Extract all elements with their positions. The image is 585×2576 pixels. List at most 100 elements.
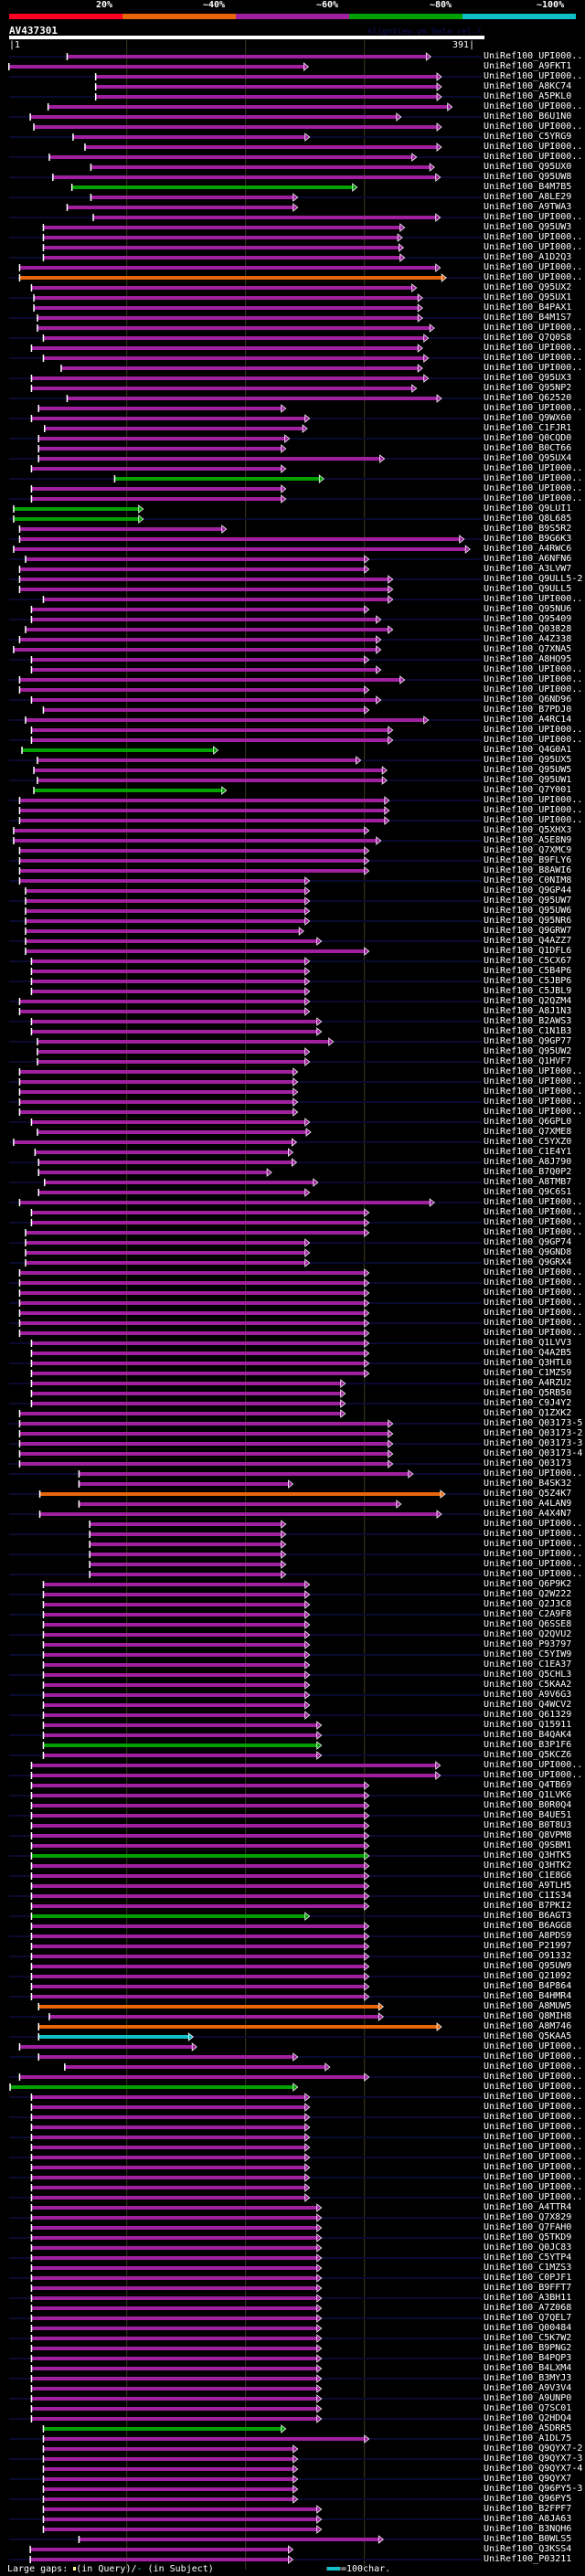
hit-row[interactable] xyxy=(9,193,482,202)
hit-label[interactable]: UniRef100_C5B4P6 xyxy=(484,966,572,976)
hit-label[interactable]: UniRef100_UPI000.. xyxy=(484,2051,583,2062)
hit-bar[interactable] xyxy=(19,2045,193,2049)
hit-label[interactable]: UniRef100_UPI000.. xyxy=(484,2041,583,2051)
hit-bar[interactable] xyxy=(19,1281,365,1285)
hit-label[interactable]: UniRef100_Q03173-5 xyxy=(484,1418,583,1428)
hit-label[interactable]: UniRef100_A8MUW5 xyxy=(484,2001,572,2011)
hit-label[interactable]: UniRef100_A4RWC6 xyxy=(484,544,572,554)
hit-label[interactable]: UniRef100_A8JA63 xyxy=(484,2514,572,2524)
hit-label[interactable]: UniRef100_Q7X829 xyxy=(484,2212,572,2222)
hit-row[interactable] xyxy=(33,122,442,132)
hit-bar[interactable] xyxy=(26,939,317,943)
hit-label[interactable]: UniRef100_C1N1B3 xyxy=(484,1026,572,1036)
hit-label[interactable]: UniRef100_UPI000.. xyxy=(484,1328,583,1338)
hit-row[interactable] xyxy=(25,947,370,956)
hit-bar[interactable] xyxy=(30,2558,289,2561)
hit-label[interactable]: UniRef100_C5KAA2 xyxy=(484,1680,572,1690)
hit-row[interactable] xyxy=(30,1902,370,1911)
hit-bar[interactable] xyxy=(43,2457,293,2461)
hit-row[interactable] xyxy=(9,1972,482,1981)
hit-label[interactable]: UniRef100_Q4G0A1 xyxy=(484,745,572,755)
hit-row[interactable] xyxy=(9,716,482,725)
hit-label[interactable]: UniRef100_Q95UX5 xyxy=(484,755,572,765)
hit-bar[interactable] xyxy=(31,2146,305,2149)
hit-label[interactable]: UniRef100_A9TLH5 xyxy=(484,1881,572,1891)
hit-bar[interactable] xyxy=(31,1804,365,1807)
hit-row[interactable] xyxy=(9,1218,482,1227)
hit-label[interactable]: UniRef100_UPI000.. xyxy=(484,1549,583,1559)
hit-row[interactable] xyxy=(42,1600,311,1609)
hit-row[interactable] xyxy=(9,92,482,101)
hit-label[interactable]: UniRef100_Q95UW1 xyxy=(484,775,572,785)
hit-row[interactable] xyxy=(9,1831,482,1840)
hit-label[interactable]: UniRef100_Q5Z4K7 xyxy=(484,1489,572,1499)
hit-bar[interactable] xyxy=(26,1241,305,1245)
hit-label[interactable]: UniRef100_Q9SBM1 xyxy=(484,1840,572,1850)
hit-bar[interactable] xyxy=(19,2075,365,2079)
hit-bar[interactable] xyxy=(43,1643,305,1647)
hit-bar[interactable] xyxy=(95,85,438,89)
hit-bar[interactable] xyxy=(31,2226,317,2230)
hit-bar[interactable] xyxy=(22,748,214,752)
hit-row[interactable] xyxy=(9,454,482,463)
hit-row[interactable] xyxy=(37,1128,312,1137)
hit-bar[interactable] xyxy=(31,668,377,672)
hit-bar[interactable] xyxy=(31,1341,365,1345)
hit-row[interactable] xyxy=(9,1299,482,1308)
hit-row[interactable] xyxy=(30,2183,311,2192)
hit-row[interactable] xyxy=(9,1711,482,1720)
hit-row[interactable] xyxy=(25,1248,311,1257)
hit-row[interactable] xyxy=(9,2193,482,2202)
hit-bar[interactable] xyxy=(31,1975,365,1978)
hit-label[interactable]: UniRef100_C5YXZ0 xyxy=(484,1137,572,1147)
hit-label[interactable]: UniRef100_UPI000.. xyxy=(484,725,583,735)
hit-row[interactable] xyxy=(9,2113,482,2122)
hit-row[interactable] xyxy=(30,1208,370,1217)
hit-bar[interactable] xyxy=(43,1623,305,1627)
hit-row[interactable] xyxy=(30,2364,323,2373)
hit-bar[interactable] xyxy=(31,1914,305,1918)
hit-bar[interactable] xyxy=(31,2246,317,2250)
hit-bar[interactable] xyxy=(43,1653,305,1657)
hit-bar[interactable] xyxy=(26,1261,305,1265)
hit-label[interactable]: UniRef100_Q95UX3 xyxy=(484,373,572,383)
hit-row[interactable] xyxy=(30,987,311,996)
hit-row[interactable] xyxy=(9,394,482,403)
hit-label[interactable]: UniRef100_UPI000.. xyxy=(484,343,583,353)
hit-bar[interactable] xyxy=(43,246,399,249)
hit-label[interactable]: UniRef100_Q9QYX7-4 xyxy=(484,2464,583,2474)
hit-bar[interactable] xyxy=(43,1633,305,1637)
hit-label[interactable]: UniRef100_Q95UX2 xyxy=(484,282,572,292)
hit-bar[interactable] xyxy=(38,437,285,440)
hit-row[interactable] xyxy=(9,1650,482,1659)
hit-label[interactable]: UniRef100_UPI000.. xyxy=(484,122,583,132)
hit-bar[interactable] xyxy=(43,2477,293,2481)
hit-bar[interactable] xyxy=(31,2156,305,2159)
hit-bar[interactable] xyxy=(43,1703,305,1707)
hit-bar[interactable] xyxy=(43,2427,282,2431)
hit-bar[interactable] xyxy=(19,1090,293,1094)
hit-bar[interactable] xyxy=(31,2296,317,2300)
hit-label[interactable]: UniRef100_A8KC74 xyxy=(484,81,572,91)
hit-label[interactable]: UniRef100_UPI000.. xyxy=(484,815,583,825)
hit-label[interactable]: UniRef100_UPI000.. xyxy=(484,1308,583,1318)
hit-row[interactable] xyxy=(9,595,482,604)
hit-row[interactable] xyxy=(64,2062,331,2072)
hit-row[interactable] xyxy=(9,1771,482,1780)
hit-label[interactable]: UniRef100_C5YRG9 xyxy=(484,132,572,142)
hit-label[interactable]: UniRef100_B6AGG8 xyxy=(484,1921,572,1931)
hit-bar[interactable] xyxy=(43,1754,317,1757)
hit-label[interactable]: UniRef100_Q9WX60 xyxy=(484,413,572,423)
hit-label[interactable]: UniRef100_UPI000.. xyxy=(484,262,583,272)
hit-row[interactable] xyxy=(25,1228,370,1237)
hit-bar[interactable] xyxy=(38,2035,189,2039)
hit-row[interactable] xyxy=(9,2495,482,2504)
hit-bar[interactable] xyxy=(31,2105,305,2109)
hit-row[interactable] xyxy=(9,2555,482,2564)
hit-row[interactable] xyxy=(29,2545,294,2554)
hit-bar[interactable] xyxy=(31,2306,317,2310)
hit-label[interactable]: UniRef100_Q9GND8 xyxy=(484,1247,572,1257)
hit-bar[interactable] xyxy=(31,2316,317,2320)
hit-bar[interactable] xyxy=(19,819,385,822)
hit-label[interactable]: UniRef100_C1IS34 xyxy=(484,1891,572,1901)
